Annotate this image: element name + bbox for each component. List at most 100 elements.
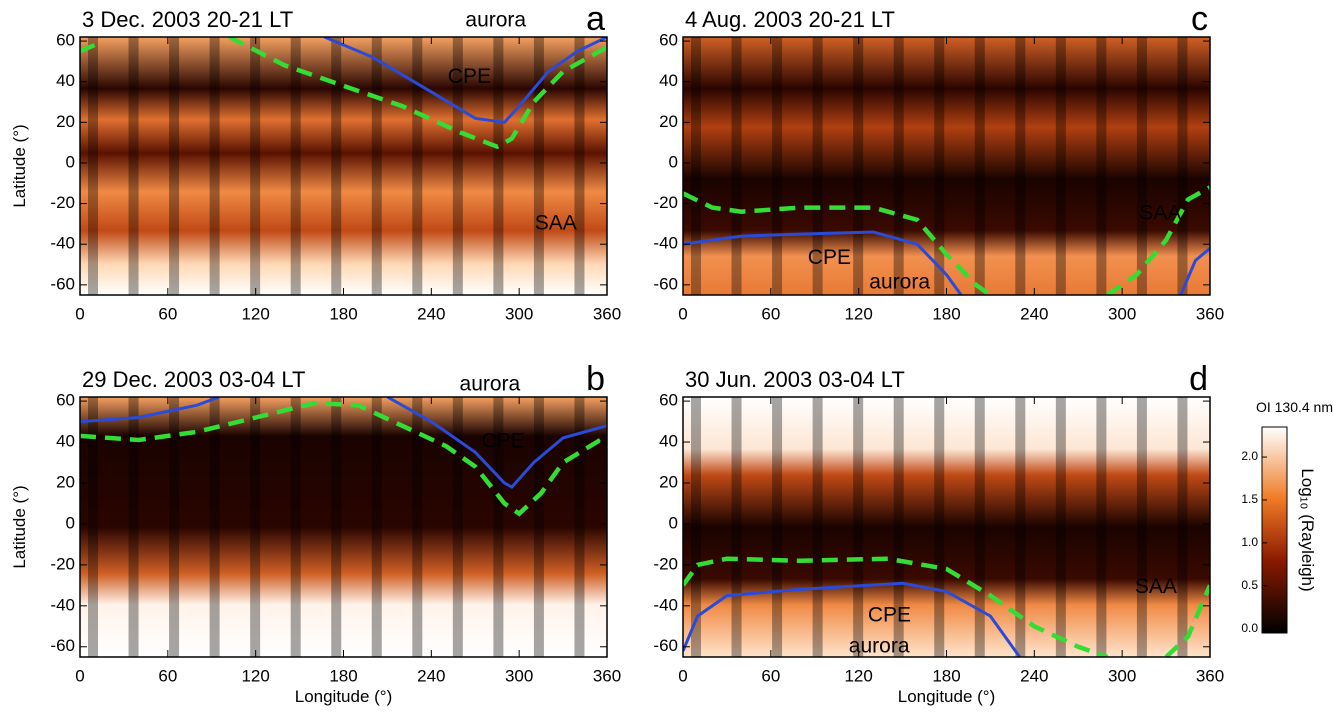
x-tick-label: 240 xyxy=(417,304,445,323)
x-tick-label: 60 xyxy=(158,666,177,685)
x-tick-label: 120 xyxy=(844,666,872,685)
annotation: CPE xyxy=(868,604,911,627)
y-tick-label: -60 xyxy=(653,274,678,293)
orbit-stripe xyxy=(493,397,504,657)
emission-map xyxy=(80,37,607,295)
annotation: aurora xyxy=(849,634,910,657)
orbit-stripe xyxy=(493,37,504,295)
orbit-stripe xyxy=(974,397,985,657)
y-tick-label: -60 xyxy=(50,636,75,655)
y-tick-label: 0 xyxy=(669,152,678,171)
annotation: CPE xyxy=(448,65,491,88)
y-tick-label: -60 xyxy=(50,274,75,293)
orbit-stripe xyxy=(331,397,342,657)
orbit-stripe xyxy=(1096,37,1107,295)
y-tick-label: 40 xyxy=(56,432,75,451)
orbit-stripe xyxy=(772,37,783,295)
orbit-stripe xyxy=(731,397,742,657)
y-tick-label: -40 xyxy=(50,234,75,253)
orbit-stripe xyxy=(533,37,544,295)
panel-title: 3 Dec. 2003 20-21 LT xyxy=(82,7,293,32)
y-axis-label: Latitude (°) xyxy=(10,124,29,207)
x-tick-label: 180 xyxy=(932,304,960,323)
x-tick-label: 60 xyxy=(761,304,780,323)
x-tick-label: 360 xyxy=(593,304,621,323)
orbit-stripe xyxy=(290,37,301,295)
x-tick-label: 180 xyxy=(329,304,357,323)
y-tick-label: 40 xyxy=(659,432,678,451)
orbit-stripe xyxy=(452,37,463,295)
orbit-stripe xyxy=(209,397,220,657)
x-tick-label: 360 xyxy=(1196,304,1224,323)
orbit-stripe xyxy=(290,397,301,657)
x-tick-label: 0 xyxy=(75,666,84,685)
orbit-stripe xyxy=(691,37,701,295)
orbit-stripe xyxy=(1177,37,1188,295)
x-tick-label: 360 xyxy=(593,666,621,685)
orbit-stripe xyxy=(1055,37,1066,295)
orbit-stripe xyxy=(812,397,823,657)
x-tick-label: 240 xyxy=(1020,304,1048,323)
orbit-stripe xyxy=(574,37,585,295)
orbit-stripe xyxy=(412,397,423,657)
x-tick-label: 0 xyxy=(678,666,687,685)
orbit-stripe xyxy=(371,397,382,657)
x-tick-label: 0 xyxy=(678,304,687,323)
x-axis-label: Longitude (°) xyxy=(295,687,393,706)
panel-title: 29 Dec. 2003 03-04 LT xyxy=(82,367,305,392)
y-tick-label: 60 xyxy=(659,391,678,410)
x-tick-label: 120 xyxy=(241,666,269,685)
y-tick-label: 60 xyxy=(56,391,75,410)
orbit-stripe xyxy=(574,397,585,657)
panel-title: 4 Aug. 2003 20-21 LT xyxy=(685,7,895,32)
y-tick-label: 20 xyxy=(56,472,75,491)
y-tick-label: 0 xyxy=(66,152,75,171)
y-tick-label: 40 xyxy=(659,71,678,90)
y-tick-label: -40 xyxy=(50,595,75,614)
orbit-stripe xyxy=(128,397,139,657)
orbit-stripe xyxy=(1055,397,1066,657)
x-tick-label: 60 xyxy=(761,666,780,685)
x-tick-label: 360 xyxy=(1196,666,1224,685)
orbit-stripe xyxy=(1096,397,1107,657)
annotation: aurora xyxy=(869,270,930,293)
orbit-stripe xyxy=(1015,397,1026,657)
y-tick-label: -20 xyxy=(50,554,75,573)
x-tick-label: 240 xyxy=(1020,666,1048,685)
orbit-stripe xyxy=(812,37,823,295)
x-tick-label: 60 xyxy=(158,304,177,323)
orbit-stripe xyxy=(169,37,180,295)
colorbar xyxy=(1261,426,1288,634)
orbit-stripe xyxy=(1136,397,1147,657)
curve xyxy=(80,397,607,489)
orbit-stripe xyxy=(533,397,544,657)
x-tick-label: 300 xyxy=(1108,304,1136,323)
annotation: aurora xyxy=(465,8,526,31)
orbit-stripe xyxy=(1136,37,1147,295)
panel-letter: c xyxy=(1191,0,1208,38)
orbit-stripe xyxy=(853,397,864,657)
x-tick-label: 180 xyxy=(329,666,357,685)
y-axis-label: Latitude (°) xyxy=(10,485,29,568)
orbit-stripe xyxy=(974,37,985,295)
x-tick-label: 300 xyxy=(1108,666,1136,685)
emission-map xyxy=(80,397,607,657)
curve xyxy=(80,37,607,150)
panel-letter: d xyxy=(1189,360,1208,398)
panel-letter: b xyxy=(586,360,605,398)
orbit-stripe xyxy=(1177,397,1188,657)
y-tick-label: -40 xyxy=(653,234,678,253)
x-tick-label: 0 xyxy=(75,304,84,323)
annotation: aurora xyxy=(460,372,521,395)
annotation: SAA xyxy=(535,211,577,234)
orbit-stripe xyxy=(88,397,98,657)
panel-letter: a xyxy=(586,0,605,38)
annotation: SAA xyxy=(1135,575,1177,598)
orbit-stripe xyxy=(88,37,98,295)
y-tick-label: 0 xyxy=(66,513,75,532)
colorbar-tick-label: 1.0 xyxy=(1241,535,1258,549)
x-tick-label: 120 xyxy=(844,304,872,323)
orbit-stripe xyxy=(893,37,904,295)
y-tick-label: 20 xyxy=(659,472,678,491)
annotation: CPE xyxy=(808,246,851,269)
